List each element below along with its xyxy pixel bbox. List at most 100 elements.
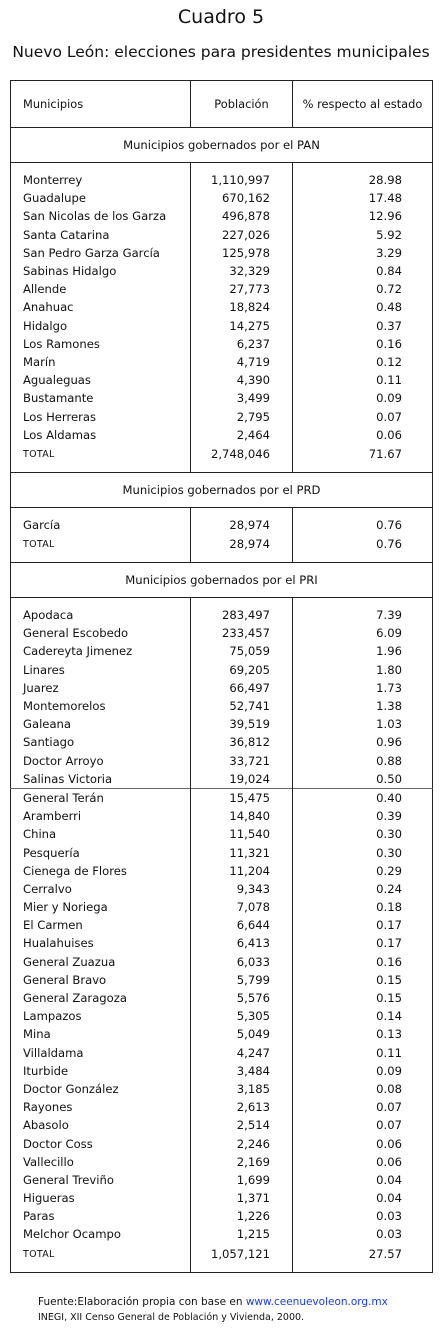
data-row: Lampazos 5,305 0.14	[11, 1007, 433, 1026]
porcentaje-cell: 27.57	[292, 1243, 433, 1273]
section-heading-row: Municipios gobernados por el PAN	[10, 127, 433, 163]
source-link[interactable]: www.ceenuevoleon.org.mx	[245, 1296, 388, 1308]
total-label: TOTAL	[23, 1248, 55, 1260]
data-row: Paras 1,226 0.03	[11, 1207, 433, 1226]
poblacion-cell: 3,484	[190, 1061, 293, 1080]
porcentaje-cell: 0.09	[292, 1061, 433, 1080]
porcentaje-cell: 0.37	[292, 316, 433, 335]
municipio-cell: General Zuazua	[23, 954, 116, 969]
data-row: Marín 4,719 0.12	[11, 352, 433, 372]
header-cell: Municipios	[10, 80, 191, 128]
porcentaje-cell: 0.07	[292, 1116, 433, 1135]
table-body: Municipios Población % respecto al estad…	[10, 80, 433, 1273]
data-row: Juarez 66,497 1.73	[11, 678, 433, 697]
data-row: General Escobedo 233,457 6.09	[11, 624, 433, 643]
municipio-cell: Juarez	[23, 680, 59, 695]
municipio-cell: General Zaragoza	[23, 991, 127, 1006]
porcentaje-cell: 0.96	[292, 733, 433, 752]
poblacion-cell: 14,275	[190, 316, 293, 335]
data-row: General Bravo 5,799 0.15	[11, 970, 433, 989]
municipio-cell: Doctor Coss	[23, 1136, 93, 1151]
poblacion-cell: 27,773	[190, 280, 293, 299]
poblacion-cell: 4,247	[190, 1043, 293, 1062]
municipio-cell: Bustamante	[23, 391, 94, 406]
porcentaje-cell: 0.18	[292, 898, 433, 917]
poblacion-cell: 9,343	[190, 879, 293, 898]
porcentaje-cell: 0.04	[292, 1189, 433, 1208]
porcentaje-cell: 0.08	[292, 1079, 433, 1099]
data-row: Rayones 2,613 0.07	[11, 1098, 433, 1117]
poblacion-cell: 7,078	[190, 898, 293, 917]
section-heading: Municipios gobernados por el PAN	[10, 127, 433, 163]
municipio-cell: El Carmen	[23, 918, 83, 933]
data-row: General Zaragoza 5,576 0.15	[11, 988, 433, 1008]
data-row: Iturbide 3,484 0.09	[11, 1061, 433, 1080]
municipio-cell: Melchor Ocampo	[23, 1227, 121, 1242]
data-row: Melchor Ocampo 1,215 0.03	[11, 1225, 433, 1244]
porcentaje-cell: 5.92	[292, 225, 433, 244]
poblacion-cell: 2,613	[190, 1098, 293, 1117]
porcentaje-cell: 0.24	[292, 879, 433, 898]
poblacion-cell: 69,205	[190, 660, 293, 679]
header-cell: Población	[190, 80, 293, 128]
poblacion-cell: 283,497	[190, 597, 293, 625]
data-row: Pesquería 11,321 0.30	[11, 843, 433, 862]
poblacion-cell: 11,540	[190, 825, 293, 844]
data-row: Cienega de Flores 11,204 0.29	[11, 861, 433, 880]
porcentaje-cell: 0.84	[292, 261, 433, 281]
municipio-cell: Los Herreras	[23, 409, 97, 424]
data-row: Mina 5,049 0.13	[11, 1025, 433, 1044]
data-row: Doctor Coss 2,246 0.06	[11, 1134, 433, 1153]
data-row: El Carmen 6,644 0.17	[11, 916, 433, 935]
porcentaje-cell: 0.07	[292, 1098, 433, 1117]
total-row: TOTAL 2,748,046 71.67	[11, 443, 433, 473]
municipio-cell: Pesquería	[23, 845, 80, 860]
porcentaje-cell: 0.39	[292, 807, 433, 826]
data-row: Abasolo 2,514 0.07	[11, 1116, 433, 1135]
data-row: San Pedro Garza García 125,978 3.29	[11, 243, 433, 262]
municipio-cell: Salinas Victoria	[23, 771, 113, 786]
poblacion-cell: 125,978	[190, 243, 293, 262]
data-row: García 28,974 0.76	[11, 507, 433, 534]
municipio-cell: General Escobedo	[23, 626, 129, 641]
data-row: Agualeguas 4,390 0.11	[11, 371, 433, 390]
poblacion-cell: 1,699	[190, 1170, 293, 1189]
porcentaje-cell: 0.15	[292, 988, 433, 1008]
poblacion-cell: 1,110,997	[190, 162, 293, 190]
municipio-cell: Marín	[23, 354, 56, 369]
municipio-cell: Guadalupe	[23, 191, 86, 206]
porcentaje-cell: 12.96	[292, 207, 433, 226]
source-line: INEGI, XII Censo General de Población y …	[38, 1312, 305, 1323]
municipio-cell: Abasolo	[23, 1118, 69, 1133]
municipio-cell: Cadereyta Jimenez	[23, 644, 133, 659]
total-row: TOTAL 28,974 0.76	[11, 534, 433, 563]
data-row: Los Ramones 6,237 0.16	[11, 334, 433, 353]
porcentaje-cell: 0.07	[292, 407, 433, 426]
poblacion-cell: 2,246	[190, 1134, 293, 1153]
porcentaje-cell: 1.80	[292, 660, 433, 679]
municipio-cell: Los Aldamas	[23, 427, 97, 442]
municipio-cell: San Nicolas de los Garza	[23, 209, 167, 224]
data-row: Doctor González 3,185 0.08	[11, 1079, 433, 1099]
data-row: General Terán 15,475 0.40	[10, 787, 433, 808]
source-prefix: Fuente:Elaboración propia con base en	[38, 1296, 243, 1308]
data-row: Mier y Noriega 7,078 0.18	[11, 898, 433, 917]
municipio-cell: Apodaca	[23, 608, 74, 623]
municipio-cell: General Treviño	[23, 1172, 114, 1187]
poblacion-cell: 3,499	[190, 389, 293, 408]
municipio-cell: Doctor Arroyo	[23, 753, 104, 768]
municipio-cell: Santa Catarina	[23, 227, 110, 242]
data-row: Villaldama 4,247 0.11	[11, 1043, 433, 1062]
porcentaje-cell: 0.03	[292, 1207, 433, 1226]
total-label: TOTAL	[23, 448, 55, 460]
data-row: Doctor Arroyo 33,721 0.88	[11, 751, 433, 770]
porcentaje-cell: 0.03	[292, 1225, 433, 1244]
data-row: Cadereyta Jimenez 75,059 1.96	[11, 642, 433, 661]
poblacion-cell: 19,024	[190, 769, 293, 789]
municipio-cell: Cienega de Flores	[23, 863, 127, 878]
porcentaje-cell: 0.14	[292, 1007, 433, 1026]
data-row: Apodaca 283,497 7.39	[11, 597, 433, 625]
poblacion-cell: 39,519	[190, 715, 293, 734]
total-label: TOTAL	[23, 539, 55, 550]
